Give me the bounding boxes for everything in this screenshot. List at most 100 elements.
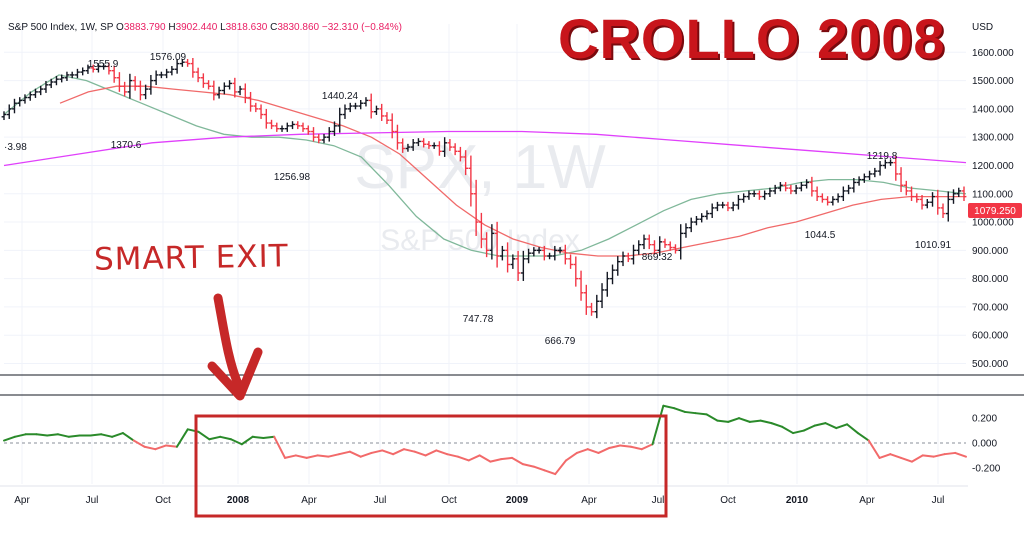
osc-segment xyxy=(57,433,70,438)
ohlc-bar xyxy=(326,127,332,142)
osc-segment xyxy=(716,419,730,423)
osc-segment xyxy=(338,450,351,456)
time-axis-tick: 2008 xyxy=(227,495,250,506)
osc-segment xyxy=(867,439,881,459)
ohlc-bar xyxy=(840,186,846,201)
ohlc-bar xyxy=(221,82,227,95)
ohlc-bar xyxy=(311,127,316,142)
ohlc-bar xyxy=(898,167,904,193)
ohlc-bar xyxy=(216,86,222,99)
ohlc-bar xyxy=(274,122,280,132)
osc-segment xyxy=(294,454,308,459)
osc-segment xyxy=(554,459,568,476)
ohlc-bar xyxy=(520,250,526,281)
ohlc-bar xyxy=(106,62,112,75)
ohlc-bar xyxy=(757,190,762,200)
price-annotation: 1576.09 xyxy=(150,52,187,63)
osc-segment xyxy=(165,444,178,448)
ohlc-bar xyxy=(720,201,726,209)
ohlc-bar xyxy=(631,244,636,265)
ohlc-bar xyxy=(174,59,180,74)
ohlc-bar xyxy=(305,125,311,135)
price-axis-tick: 900.000 xyxy=(972,246,1009,257)
price-axis-tick: 700.000 xyxy=(972,302,1009,313)
ohlc-bar xyxy=(541,245,547,261)
low-value: 3818.630 xyxy=(225,22,268,33)
ohlc-bar xyxy=(573,256,579,287)
osc-segment xyxy=(208,435,222,441)
ohlc-bar xyxy=(395,124,400,150)
ohlc-bar xyxy=(321,133,327,144)
ohlc-bar xyxy=(646,234,652,250)
price-annotation: 1010.91 xyxy=(915,240,952,251)
ohlc-bar xyxy=(379,103,385,121)
close-label: C xyxy=(270,22,278,33)
osc-segment xyxy=(251,435,265,440)
osc-segment xyxy=(921,454,935,458)
smart-exit-annotation: SMART EXIT xyxy=(93,238,289,278)
change-value: −32.310 (−0.84%) xyxy=(321,22,402,33)
osc-segment xyxy=(424,449,438,457)
sma-line xyxy=(59,85,966,257)
ohlc-bar xyxy=(620,251,626,267)
price-annotation: 1370.6 xyxy=(111,140,142,151)
ohlc-bar xyxy=(909,186,914,201)
ohlc-bar xyxy=(158,71,164,79)
ohlc-bar xyxy=(510,254,516,269)
ohlc-bar xyxy=(374,105,379,115)
osc-segment xyxy=(100,433,114,438)
price-annotation: 869.32 xyxy=(642,252,673,263)
osc-segment xyxy=(381,449,395,456)
ohlc-bar xyxy=(195,67,201,83)
price-pane: 1555.9 1576.09 1370.6 1440.24 1256.98 747.78 6… xyxy=(1,52,967,347)
osc-segment xyxy=(748,419,762,423)
ohlc-bar xyxy=(122,81,128,97)
symbol-label: S&P 500 Index, 1W, SP xyxy=(8,22,114,33)
ohlc-bar xyxy=(945,191,951,222)
ohlc-bar xyxy=(101,63,107,70)
ohlc-bar xyxy=(736,195,741,210)
ohlc-bar xyxy=(405,143,411,152)
ohlc-bar xyxy=(888,159,893,166)
price-axis-tick: 800.000 xyxy=(972,274,1009,285)
osc-axis-tick: 0.200 xyxy=(972,414,997,425)
ohlc-bar xyxy=(64,71,70,81)
osc-segment xyxy=(824,422,838,430)
ohlc-bar xyxy=(237,85,243,96)
time-axis-tick: Jul xyxy=(932,495,945,506)
ohlc-bar xyxy=(127,73,133,99)
osc-segment xyxy=(781,425,795,435)
ohlc-bar xyxy=(232,77,238,98)
ohlc-bar xyxy=(1,111,7,121)
ohlc-bar xyxy=(473,179,479,236)
ohlc-bar xyxy=(951,189,956,204)
ohlc-bar xyxy=(59,74,65,83)
ohlc-bar xyxy=(783,182,789,192)
ohlc-bar xyxy=(148,74,154,95)
ohlc-bar xyxy=(43,81,49,93)
osc-segment xyxy=(456,455,470,462)
ohlc-bar xyxy=(683,223,689,238)
ohlc-bar xyxy=(940,203,946,218)
ohlc-bar xyxy=(762,190,768,200)
ohlc-bar xyxy=(117,72,122,92)
ohlc-bar xyxy=(132,76,138,91)
ohlc-bar xyxy=(851,178,857,193)
osc-segment xyxy=(727,417,741,423)
osc-segment xyxy=(640,443,654,451)
high-value: 3902.440 xyxy=(175,22,218,33)
ohlc-bar xyxy=(830,196,836,206)
price-annotation: 666.79 xyxy=(545,336,576,347)
ohlc-bar xyxy=(678,224,684,260)
ohlc-bar xyxy=(531,247,537,257)
time-axis-tick: Oct xyxy=(720,495,736,506)
ohlc-bar xyxy=(400,138,406,153)
ohlc-bar xyxy=(547,252,552,260)
ohlc-bar xyxy=(263,108,269,129)
time-axis-tick: Jul xyxy=(86,495,99,506)
smart-exit-arrow-shaft xyxy=(213,293,243,389)
ohlc-bar xyxy=(625,252,631,263)
ohlc-bar xyxy=(211,80,217,101)
ohlc-bar xyxy=(75,68,80,79)
ohlc-bar xyxy=(69,71,75,79)
